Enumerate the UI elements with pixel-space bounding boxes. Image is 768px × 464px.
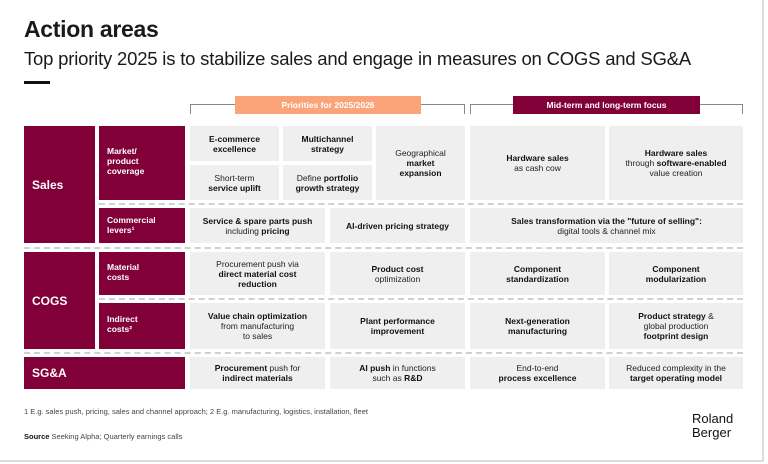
subcategory-market: Market/ product coverage	[99, 126, 185, 200]
cell-text: through	[625, 158, 657, 168]
cell-text-bold: AI-driven pricing strategy	[346, 220, 449, 231]
source-text: Seeking Alpha; Quarterly earnings calls	[49, 432, 183, 441]
cell-text: Reduced complexity in the	[626, 363, 726, 373]
midterm-header: Mid-term and long-term focus	[513, 96, 700, 114]
cell-text-bold: Next-generation manufacturing	[505, 316, 570, 336]
action-cell: Procurement push for indirect materials	[190, 357, 325, 389]
page-subtitle: Top priority 2025 is to stabilize sales …	[24, 48, 692, 69]
action-cell: Hardware sales as cash cow	[470, 126, 605, 200]
action-cell: Reduced complexity in the target operati…	[609, 357, 743, 389]
source-label: Source	[24, 432, 50, 441]
cell-text-bold: R&D	[404, 373, 423, 383]
category-sga: SG&A	[24, 357, 185, 389]
cell-text-bold: indirect materials	[222, 373, 293, 383]
cell-text: & global production	[643, 311, 714, 331]
cell-text: including	[225, 225, 262, 236]
cell-text-bold: pricing	[261, 225, 290, 236]
cell-text-bold: portfolio growth strategy	[295, 172, 360, 193]
priorities-header: Priorities for 2025/2026	[235, 96, 421, 114]
cell-text: Procurement push via	[216, 258, 299, 269]
action-cell: Component standardization	[470, 252, 605, 295]
action-cell: Value chain optimization from manufactur…	[190, 303, 325, 349]
title-underline	[24, 81, 50, 84]
cell-text-bold: footprint design	[643, 331, 709, 341]
action-cell: End-to-end process excellence	[470, 357, 605, 389]
cell-text-bold: Value chain optimization	[207, 311, 308, 321]
action-cell: Multichannel strategy	[283, 126, 372, 161]
divider	[24, 247, 743, 249]
cell-text: End-to-end	[516, 363, 559, 373]
cell-text-bold: service uplift	[208, 182, 261, 193]
divider	[24, 352, 743, 354]
category-sales: Sales	[24, 126, 95, 243]
action-cell: Define portfolio growth strategy	[283, 165, 372, 200]
cell-text-bold: E-commerce excellence	[208, 133, 261, 154]
action-cell: Hardware sales through software-enabled …	[609, 126, 743, 200]
cell-text: Define	[296, 172, 324, 183]
cell-text-bold: process excellence	[498, 373, 577, 383]
cell-text-bold: Procurement	[214, 363, 268, 373]
action-cell: Plant performance improvement	[330, 303, 465, 349]
cell-text-bold: Component standardization	[506, 263, 569, 284]
subcategory-indirect: Indirect costs²	[99, 303, 185, 349]
cell-text: Geographical	[395, 148, 446, 158]
cell-text-bold: Service & spare parts push	[202, 215, 313, 226]
roland-berger-logo: Roland Berger	[692, 411, 734, 440]
action-cell: Sales transformation via the "future of …	[470, 208, 743, 243]
action-cell: Geographical market expansion	[376, 126, 465, 200]
cell-text: value creation	[649, 168, 703, 178]
cell-text-bold: AI push	[359, 363, 391, 373]
action-cell: Product strategy & global production foo…	[609, 303, 743, 349]
footnote: 1 E.g. sales push, pricing, sales and ch…	[24, 407, 368, 416]
action-cell: Procurement push via direct material cos…	[190, 252, 325, 295]
source-note: Source Seeking Alpha; Quarterly earnings…	[24, 432, 182, 441]
cell-text: from manufacturing to sales	[220, 321, 295, 341]
cell-text-bold: target operating model	[629, 373, 723, 383]
action-cell: Product cost optimization	[330, 252, 465, 295]
action-cell: Service & spare parts push including pri…	[190, 208, 325, 243]
action-cell: AI-driven pricing strategy	[330, 208, 465, 243]
cell-text: digital tools & channel mix	[557, 225, 656, 236]
cell-text: optimization	[374, 273, 421, 284]
cell-text-bold: Hardware sales	[506, 153, 569, 163]
divider	[99, 203, 743, 205]
cell-text: in functions such as	[372, 363, 436, 383]
cell-text-bold: market expansion	[399, 158, 442, 178]
action-cell: AI push in functions such as R&D	[330, 357, 465, 389]
action-cell: Next-generation manufacturing	[470, 303, 605, 349]
cell-text: Short-term	[214, 172, 255, 183]
cell-text-bold: Multichannel strategy	[301, 133, 354, 154]
cell-text-bold: Component modularization	[645, 263, 707, 284]
divider	[99, 298, 743, 300]
cell-text: push for	[269, 363, 301, 373]
subcategory-material: Material costs	[99, 252, 185, 295]
cell-text-bold: Product strategy	[638, 311, 706, 321]
cell-text-bold: direct material cost reduction	[218, 268, 297, 289]
cell-text-bold: Plant performance improvement	[360, 316, 435, 336]
cell-text-bold: Hardware sales	[644, 148, 708, 158]
action-cell: Short-term service uplift	[190, 165, 279, 200]
action-cell: E-commerce excellence	[190, 126, 279, 161]
category-cogs: COGS	[24, 252, 95, 349]
action-cell: Component modularization	[609, 252, 743, 295]
cell-text-bold: Product cost	[371, 263, 424, 274]
cell-text-bold: Sales transformation via the "future of …	[511, 215, 702, 226]
cell-text: as cash cow	[514, 163, 561, 173]
page-title: Action areas	[24, 16, 159, 42]
subcategory-commercial: Commercial levers¹	[99, 208, 185, 243]
cell-text-bold: software-enabled	[656, 158, 727, 168]
